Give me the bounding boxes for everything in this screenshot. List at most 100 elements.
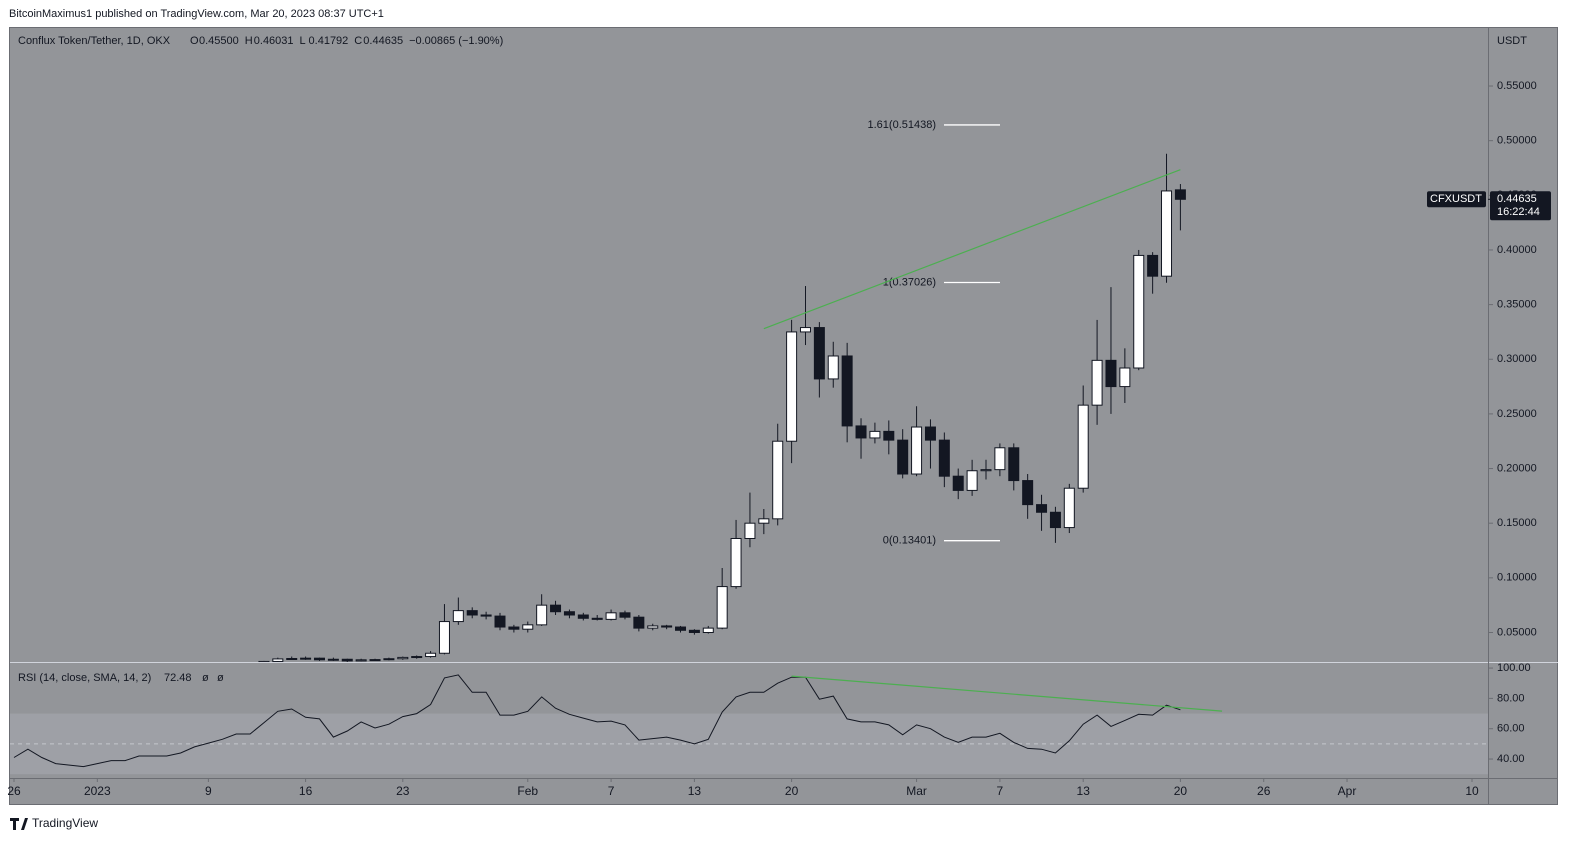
x-tick-label: 16 — [299, 784, 313, 798]
rsi-icon: ø — [217, 672, 224, 684]
x-tick-label: Feb — [517, 784, 538, 798]
trendline — [791, 675, 1223, 712]
candle-body — [994, 447, 1006, 471]
y-tick-label: 0.20000 — [1497, 462, 1537, 474]
candle-body — [841, 355, 853, 427]
fib-label: 1.61(0.51438) — [868, 119, 937, 131]
y-tick-label: 0.55000 — [1497, 80, 1537, 92]
rsi-icon: ø — [202, 672, 209, 684]
candle-body — [355, 659, 367, 662]
legend-value: 0.46031 — [254, 35, 294, 47]
candle-body — [813, 327, 825, 380]
x-tick-label: 2023 — [84, 784, 111, 798]
candle-body — [494, 615, 506, 628]
legend-key: H — [245, 35, 253, 47]
candle-body — [1036, 504, 1048, 513]
candle-body — [438, 621, 450, 654]
candle-body — [536, 604, 548, 626]
x-tick-label: 9 — [205, 784, 212, 798]
y-tick-label: 60.00 — [1497, 723, 1525, 735]
candle-body — [1008, 447, 1020, 482]
chart-frame — [9, 27, 1558, 805]
candle-body — [425, 652, 437, 658]
candle-body — [952, 475, 964, 491]
candle-body — [1049, 511, 1061, 529]
candle-body — [300, 657, 312, 660]
rsi-title: RSI (14, close, SMA, 14, 2) — [18, 672, 151, 684]
candle-body — [1147, 254, 1159, 277]
candle-body — [897, 439, 909, 475]
candle-body — [397, 656, 409, 660]
candle-body — [466, 610, 478, 616]
candle-body — [591, 617, 603, 620]
candle-body — [980, 469, 992, 472]
candle-body — [1174, 189, 1186, 200]
candle-body — [869, 430, 881, 439]
price-tag-label: 0.44635 — [1497, 193, 1537, 205]
x-tick-label: Apr — [1338, 784, 1357, 798]
y-tick-label: 80.00 — [1497, 692, 1525, 704]
y-tick-label: 0.50000 — [1497, 135, 1537, 147]
candle-body — [1077, 404, 1089, 489]
axis-unit: USDT — [1497, 35, 1527, 47]
rsi-value: 72.48 — [164, 672, 192, 684]
footer-brand: TradingView — [32, 816, 98, 830]
y-tick-label: 0.40000 — [1497, 244, 1537, 256]
candle-body — [327, 658, 339, 661]
candle-body — [1063, 487, 1075, 529]
candle-body — [452, 610, 464, 623]
candle-body — [480, 614, 492, 617]
candle-body — [744, 522, 756, 539]
legend-value: 0.41792 — [309, 35, 349, 47]
symbol-title: Conflux Token/Tether, 1D, OKX — [18, 35, 171, 47]
candle-body — [522, 624, 534, 630]
x-tick-label: 20 — [785, 784, 799, 798]
countdown: 16:22:44 — [1497, 206, 1540, 218]
candle-body — [633, 616, 645, 629]
candle-body — [786, 331, 798, 442]
candle-body — [938, 439, 950, 477]
legend-value: 0.44635 — [363, 35, 403, 47]
y-tick-label: 100.00 — [1497, 662, 1531, 674]
candle-body — [272, 658, 284, 662]
x-tick-label: 26 — [7, 784, 21, 798]
candle-body — [369, 659, 381, 662]
candle-body — [1133, 254, 1145, 369]
candle-body — [924, 426, 936, 441]
y-tick-label: 0.10000 — [1497, 572, 1537, 584]
fib-label: 1(0.37026) — [883, 276, 936, 288]
candle-body — [855, 425, 867, 439]
x-tick-label: 7 — [997, 784, 1004, 798]
x-tick-label: Mar — [906, 784, 927, 798]
candle-body — [1022, 480, 1034, 506]
x-tick-label: 10 — [1465, 784, 1479, 798]
candle-body — [772, 440, 784, 520]
candle-body — [827, 355, 839, 380]
y-tick-label: 0.35000 — [1497, 299, 1537, 311]
candle-body — [508, 626, 520, 630]
x-tick-label: 7 — [608, 784, 615, 798]
legend-value: −0.00865 (−1.90%) — [409, 35, 503, 47]
candle-body — [688, 629, 700, 633]
rsi-line — [13, 674, 1181, 768]
fib-label: 0(0.13401) — [883, 535, 936, 547]
price-tag — [1490, 191, 1551, 221]
candle-body — [758, 518, 770, 524]
legend-value: 0.45500 — [199, 35, 239, 47]
legend-key: L — [300, 35, 306, 47]
x-tick-label: 23 — [396, 784, 410, 798]
y-tick-label: 40.00 — [1497, 753, 1525, 765]
candle-body — [1105, 359, 1117, 388]
candle-body — [577, 614, 589, 619]
candle-body — [411, 656, 423, 659]
candle-body — [661, 625, 673, 628]
candle-body — [313, 657, 325, 661]
x-tick-label: 20 — [1174, 784, 1188, 798]
candle-body — [550, 604, 562, 613]
y-tick-label: 0.15000 — [1497, 517, 1537, 529]
candle-body — [286, 658, 298, 661]
published-note: BitcoinMaximus1 published on TradingView… — [9, 8, 384, 20]
candle-body — [883, 430, 895, 441]
symbol-tag-label: CFXUSDT — [1430, 193, 1482, 205]
